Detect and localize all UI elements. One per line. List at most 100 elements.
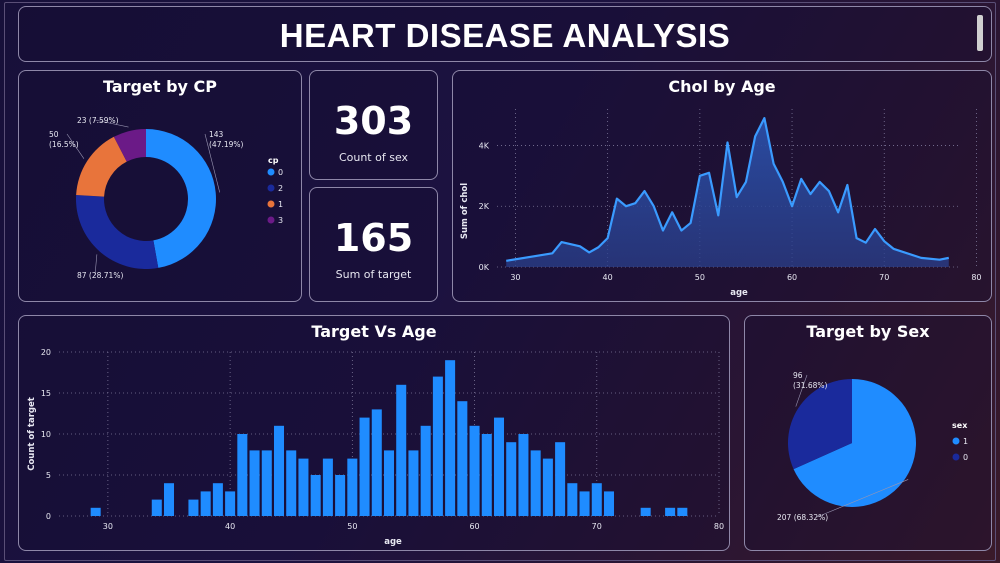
age-bar[interactable] — [237, 434, 248, 516]
target-by-cp-card[interactable]: Target by CP 143 (47.19%) 87 (28.71%) 50 (16… — [18, 70, 302, 302]
age-bar[interactable] — [286, 450, 297, 516]
cp-donut[interactable] — [76, 129, 216, 269]
count-of-sex-value: 303 — [333, 99, 414, 143]
age-bar[interactable] — [298, 458, 309, 516]
target-vs-age-chart[interactable]: 0 5 10 15 20 30 40 50 60 70 80 Count of target age — [19, 316, 731, 552]
age-bar[interactable] — [273, 425, 285, 516]
age-bar[interactable] — [665, 507, 676, 516]
age-bar[interactable] — [603, 491, 615, 516]
age-bar[interactable] — [457, 401, 468, 516]
leader-line — [94, 119, 129, 128]
legend-label: 0 — [963, 453, 968, 462]
age-bar[interactable] — [371, 409, 382, 516]
cp-slice-3[interactable] — [113, 129, 146, 162]
age-bar[interactable] — [481, 434, 492, 516]
sex-slice-0[interactable] — [788, 379, 852, 470]
age-bar[interactable] — [322, 458, 333, 516]
age-bar[interactable] — [640, 507, 651, 516]
title-banner: HEART DISEASE ANALYSIS — [18, 6, 992, 62]
page-title: HEART DISEASE ANALYSIS — [279, 17, 731, 54]
sex-slice-1[interactable] — [793, 379, 916, 507]
age-bar[interactable] — [530, 450, 541, 516]
y-tick-label: 2K — [479, 202, 490, 211]
legend-marker — [952, 453, 960, 461]
sex-legend[interactable]: sex 1 0 — [952, 421, 968, 462]
target-by-cp-chart[interactable]: 143 (47.19%) 87 (28.71%) 50 (16.5%) 23 (7.59%… — [19, 71, 303, 303]
target-by-sex-card[interactable]: Target by Sex 207 (68.32%) 96 (31.68%) sex… — [744, 315, 992, 551]
sex-pie[interactable] — [788, 379, 916, 507]
chart-title: Target by Sex — [806, 322, 930, 341]
age-bar[interactable] — [383, 450, 395, 516]
chol-by-age-chart[interactable]: 0K 2K 4K 30 40 50 60 70 80 Sum of chol age — [453, 71, 993, 303]
target-vs-age-card[interactable]: Target Vs Age 0 5 10 15 20 30 40 50 60 70 80 Count… — [18, 315, 730, 551]
count-of-sex-card[interactable]: 303 Count of sex — [309, 70, 438, 180]
age-bar[interactable] — [445, 360, 456, 516]
age-bar[interactable] — [518, 434, 529, 516]
y-tick-label: 0K — [479, 263, 490, 272]
age-bar[interactable] — [200, 491, 211, 516]
y-tick-label: 10 — [41, 430, 51, 439]
legend-marker — [267, 184, 275, 192]
chol-by-age-card[interactable]: Chol by Age 0K 2K 4K 30 40 50 60 70 80 Sum of ch… — [452, 70, 992, 302]
age-bar[interactable] — [408, 450, 419, 516]
age-bar[interactable] — [249, 450, 260, 516]
chart-title: Target Vs Age — [311, 322, 437, 341]
chol-line[interactable] — [506, 117, 949, 262]
age-bar[interactable] — [359, 417, 370, 516]
cp-legend[interactable]: cp 0 2 1 3 — [267, 156, 284, 225]
sex-data-labels: 207 (68.32%) 96 (31.68%) — [777, 371, 909, 522]
y-axis-title: Count of target — [27, 397, 37, 471]
age-bar[interactable] — [579, 491, 590, 516]
age-bar[interactable] — [225, 491, 236, 516]
leader-line — [795, 374, 808, 407]
x-tick-label: 50 — [695, 273, 705, 282]
x-tick-label: 80 — [971, 273, 981, 282]
age-bars[interactable] — [90, 360, 688, 516]
age-bar[interactable] — [506, 442, 517, 516]
age-bar[interactable] — [493, 417, 505, 516]
age-bar[interactable] — [432, 376, 443, 516]
age-bar[interactable] — [151, 499, 162, 516]
age-bar[interactable] — [555, 442, 566, 516]
legend-marker — [952, 437, 960, 445]
age-bar[interactable] — [188, 499, 199, 516]
age-bar[interactable] — [163, 483, 175, 516]
legend-label: 3 — [278, 216, 283, 225]
age-bar[interactable] — [212, 483, 223, 516]
dashboard-frame — [4, 2, 996, 561]
legend-title: sex — [952, 421, 968, 430]
age-bar[interactable] — [542, 458, 553, 516]
cp-slice-0[interactable] — [146, 129, 216, 268]
age-bar[interactable] — [677, 507, 688, 516]
x-tick-label: 30 — [103, 522, 113, 531]
sum-of-target-card[interactable]: 165 Sum of target — [309, 187, 438, 302]
cp-data-labels: 143 (47.19%) 87 (28.71%) 50 (16.5%) 23 (7.59%… — [49, 116, 244, 280]
age-bar[interactable] — [310, 475, 321, 516]
chart-title: Chol by Age — [668, 77, 776, 96]
cp-slice-2[interactable] — [76, 195, 159, 269]
x-tick-label: 60 — [787, 273, 797, 282]
age-bar[interactable] — [469, 425, 480, 516]
chol-area-fill[interactable] — [506, 118, 949, 267]
target-by-sex-chart[interactable]: 207 (68.32%) 96 (31.68%) sex 1 0 — [745, 316, 993, 552]
cp-slice-1[interactable] — [76, 136, 127, 197]
chol-area[interactable] — [506, 117, 949, 267]
age-bar[interactable] — [90, 507, 101, 516]
x-tick-label: 80 — [714, 522, 724, 531]
age-bar[interactable] — [567, 483, 578, 516]
age-bar[interactable] — [335, 475, 346, 516]
y-axis-title: Sum of chol — [460, 183, 470, 239]
age-axes: 0 5 10 15 20 30 40 50 60 70 80 — [41, 348, 724, 531]
y-tick-label: 20 — [41, 348, 51, 357]
x-tick-label: 40 — [603, 273, 613, 282]
age-bar[interactable] — [591, 483, 602, 516]
age-bar[interactable] — [420, 425, 431, 516]
chart-title: Target by CP — [103, 77, 217, 96]
age-bar[interactable] — [396, 384, 407, 516]
scrollbar-thumb[interactable] — [977, 15, 983, 51]
legend-label: 0 — [278, 168, 283, 177]
sum-of-target-label: Sum of target — [335, 268, 412, 281]
age-bar[interactable] — [347, 458, 358, 516]
age-bar[interactable] — [261, 450, 272, 516]
chol-axes: 0K 2K 4K 30 40 50 60 70 80 — [479, 141, 982, 282]
